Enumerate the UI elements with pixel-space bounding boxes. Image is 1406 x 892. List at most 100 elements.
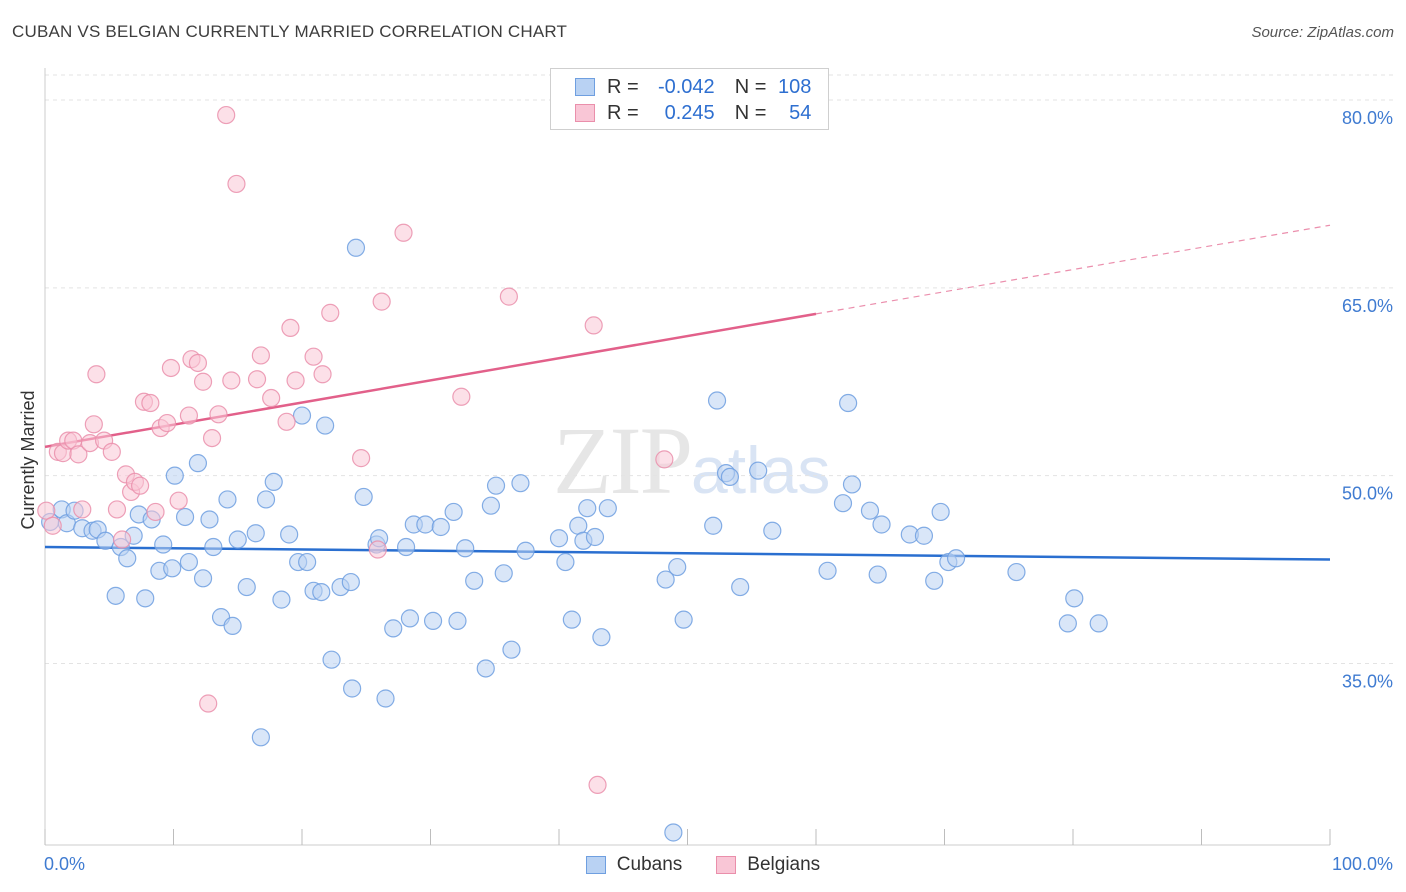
cuban-point <box>237 577 256 597</box>
cuban-point <box>251 728 270 747</box>
cuban-point <box>204 537 223 557</box>
cuban-point <box>946 549 966 568</box>
cuban-point <box>354 487 373 507</box>
cuban-point <box>818 561 837 580</box>
cuban-point <box>188 454 208 473</box>
legend-item-belgians[interactable]: Belgians <box>716 854 820 876</box>
cubans-legend-swatch <box>585 856 606 874</box>
belgian-point <box>313 365 332 384</box>
legend-r-value: -0.042 <box>657 75 715 98</box>
cuban-point <box>444 502 463 522</box>
cuban-point <box>465 571 484 590</box>
belgian-point <box>372 292 391 311</box>
axis-layer <box>44 68 1331 846</box>
cuban-point <box>165 466 184 485</box>
belgian-point <box>247 370 267 389</box>
cubans-legend-label: Cubans <box>616 854 683 875</box>
legend-r-value: 0.245 <box>664 101 715 124</box>
legend-r-label: R = <box>607 75 639 98</box>
cuban-point <box>163 559 182 578</box>
belgian-point <box>102 442 121 461</box>
cuban-point <box>341 572 360 592</box>
belgian-point <box>146 502 165 522</box>
cuban-point <box>1065 589 1084 608</box>
y-axis-title: Currently Married <box>18 390 38 529</box>
belgian-point <box>179 406 199 425</box>
cuban-point <box>456 539 475 558</box>
cuban-point <box>298 552 317 572</box>
belgian-point <box>69 445 88 464</box>
belgian-point <box>277 412 296 431</box>
correlation-legend: R = -0.042 N = 108 R = 0.245 N = 54 <box>550 68 829 130</box>
cuban-point <box>316 416 335 435</box>
legend-r-label: R = <box>607 101 639 124</box>
cuban-point <box>228 530 247 549</box>
cuban-point <box>839 393 858 413</box>
cuban-point <box>720 467 740 487</box>
cuban-point <box>668 557 687 577</box>
belgians-trend-extension <box>815 224 1331 315</box>
belgian-point <box>107 500 127 519</box>
cuban-point <box>179 552 199 572</box>
cuban-point <box>280 525 299 544</box>
belgian-point <box>87 365 106 384</box>
belgian-point <box>193 372 213 391</box>
belgian-point <box>286 371 305 390</box>
x-tick-label-max: 100.0% <box>1332 854 1393 874</box>
zipatlas-watermark: ZIPatlas <box>553 405 830 516</box>
cuban-point <box>400 609 420 628</box>
cuban-point <box>246 524 265 543</box>
cuban-point <box>96 531 115 550</box>
cuban-point <box>106 586 125 605</box>
cuban-point <box>154 535 173 554</box>
cuban-point <box>193 569 213 588</box>
cuban-point <box>569 516 588 535</box>
y-tick-label: 50.0% <box>1342 484 1393 504</box>
cuban-point <box>749 461 768 480</box>
belgian-point <box>112 530 132 549</box>
legend-item-cubans[interactable]: Cubans <box>585 854 683 876</box>
belgian-point <box>188 353 208 373</box>
legend-row-cubans: R = -0.042 N = 108 <box>575 75 811 99</box>
cuban-point <box>556 552 575 572</box>
belgian-point <box>169 491 188 510</box>
cuban-point <box>256 490 276 509</box>
chart-title: CUBAN VS BELGIAN CURRENTLY MARRIED CORRE… <box>12 22 568 41</box>
belgians-legend-swatch <box>716 856 737 874</box>
cuban-point <box>731 577 750 597</box>
belgian-point <box>73 500 92 519</box>
cuban-point <box>264 472 283 492</box>
cuban-point <box>423 611 443 630</box>
belgian-point <box>251 346 270 365</box>
cuban-point <box>516 541 535 560</box>
cuban-point <box>384 619 403 638</box>
belgian-point <box>368 540 387 559</box>
cuban-point <box>223 616 242 635</box>
cuban-point <box>833 494 853 513</box>
cuban-point <box>763 521 782 540</box>
belgian-point <box>84 415 103 434</box>
belgian-point <box>499 287 518 306</box>
cuban-point <box>860 501 880 520</box>
cuban-point <box>494 564 513 583</box>
cuban-point <box>842 475 862 494</box>
belgian-point <box>37 501 56 520</box>
x-tick-label-min: 0.0% <box>44 854 85 874</box>
cuban-point <box>175 507 195 527</box>
cuban-point <box>868 565 887 584</box>
cuban-point <box>1089 614 1108 633</box>
belgian-point <box>222 371 241 390</box>
legend-n-value: 54 <box>789 101 812 124</box>
belgian-point <box>352 449 371 468</box>
cuban-point <box>448 611 467 630</box>
belgian-point <box>281 318 300 338</box>
cuban-point <box>136 589 155 608</box>
grid-layer <box>45 74 1393 664</box>
cubans-trend-line <box>44 545 1331 561</box>
cuban-point <box>396 537 416 557</box>
cuban-point <box>1007 562 1026 582</box>
belgian-point <box>43 516 62 535</box>
belgian-point <box>304 347 323 366</box>
belgian-point <box>202 428 222 448</box>
belgian-point <box>141 393 160 413</box>
